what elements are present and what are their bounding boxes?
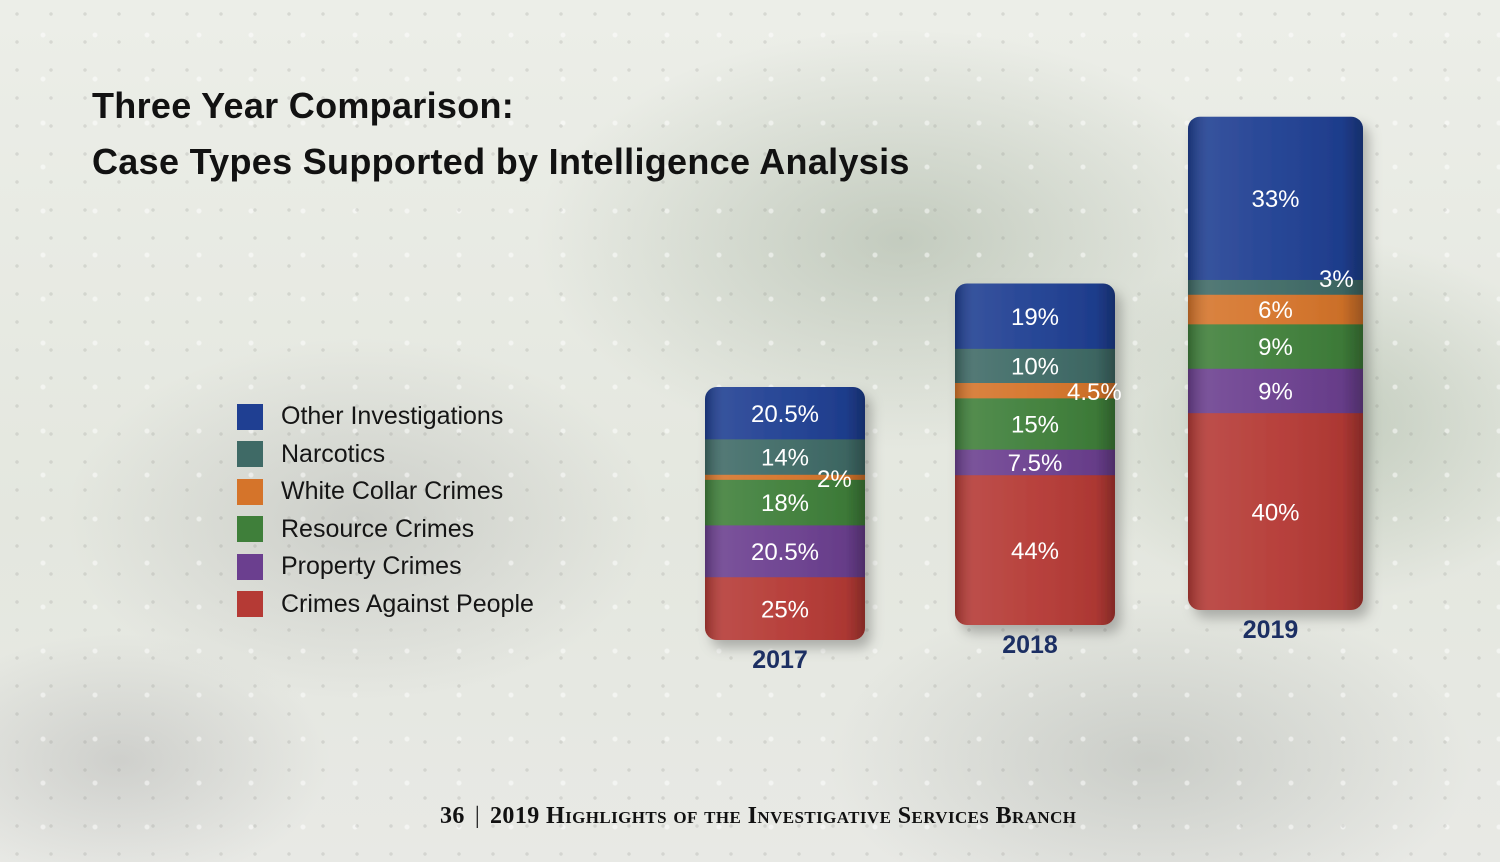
legend-swatch-narcotics: [237, 441, 263, 468]
footer-separator: |: [474, 803, 481, 829]
title-line-1: Three Year Comparison:: [92, 85, 515, 126]
data-label-2017-resource-crimes: 18%: [761, 490, 809, 517]
data-label-2017-property-crimes: 20.5%: [751, 539, 819, 566]
legend-item-resource-crimes: Resource Crimes: [237, 511, 534, 549]
legend-label-resource-crimes: Resource Crimes: [281, 514, 475, 543]
legend-swatch-other-investigations: [237, 403, 263, 430]
data-label-2019-property-crimes: 9%: [1258, 378, 1293, 405]
data-label-2018-other-investigations: 19%: [1011, 304, 1059, 331]
data-label-2019-other-investigations: 33%: [1251, 186, 1299, 213]
legend-swatch-crimes-against-people: [237, 591, 263, 618]
legend-swatch-white-collar-crimes: [237, 478, 263, 505]
bar-group-2018: [955, 283, 1115, 625]
data-label-2017-crimes-against-people: 25%: [761, 596, 809, 623]
data-label-2019-white-collar-crimes: 6%: [1258, 297, 1293, 324]
chart-title: Three Year Comparison: Case Types Suppor…: [92, 78, 910, 190]
legend-item-crimes-against-people: Crimes Against People: [237, 586, 534, 624]
legend-label-narcotics: Narcotics: [281, 439, 386, 468]
data-label-2019-resource-crimes: 9%: [1258, 334, 1293, 361]
legend-item-other-investigations: Other Investigations: [237, 398, 534, 436]
data-label-2017-narcotics: 14%: [761, 445, 809, 472]
category-label-2017: 2017: [752, 646, 808, 674]
data-label-2019-crimes-against-people: 40%: [1251, 499, 1299, 526]
category-label-2019: 2019: [1243, 616, 1299, 644]
legend: Other Investigations Narcotics White Colla…: [237, 398, 534, 623]
data-label-2018-white-collar-crimes: 4.5%: [1067, 379, 1122, 406]
legend-swatch-property-crimes: [237, 553, 263, 580]
category-label-2018: 2018: [1002, 631, 1058, 659]
bar-group-2019: [1188, 116, 1363, 611]
legend-label-property-crimes: Property Crimes: [281, 552, 462, 581]
data-label-2018-property-crimes: 7.5%: [1008, 450, 1063, 477]
legend-label-white-collar-crimes: White Collar Crimes: [281, 477, 504, 506]
footer: 36 | 2019 Highlights of the Investigative …: [440, 803, 1076, 830]
bar-group-2017: [705, 387, 865, 640]
title-line-2: Case Types Supported by Intelligence Ana…: [92, 141, 910, 182]
footer-page-number: 36: [440, 803, 465, 829]
legend-label-other-investigations: Other Investigations: [281, 402, 504, 431]
legend-item-narcotics: Narcotics: [237, 436, 534, 474]
footer-title: 2019 Highlights of the Investigative Ser…: [490, 803, 1077, 829]
legend-swatch-resource-crimes: [237, 516, 263, 543]
legend-label-crimes-against-people: Crimes Against People: [281, 589, 534, 618]
data-label-2017-white-collar-crimes: 2%: [817, 466, 852, 493]
legend-item-property-crimes: Property Crimes: [237, 548, 534, 586]
data-label-2018-crimes-against-people: 44%: [1011, 538, 1059, 565]
data-label-2019-narcotics: 3%: [1319, 266, 1354, 293]
data-label-2018-narcotics: 10%: [1011, 353, 1059, 380]
legend-item-white-collar-crimes: White Collar Crimes: [237, 473, 534, 511]
data-label-2017-other-investigations: 20.5%: [751, 401, 819, 428]
data-label-2018-resource-crimes: 15%: [1011, 411, 1059, 438]
